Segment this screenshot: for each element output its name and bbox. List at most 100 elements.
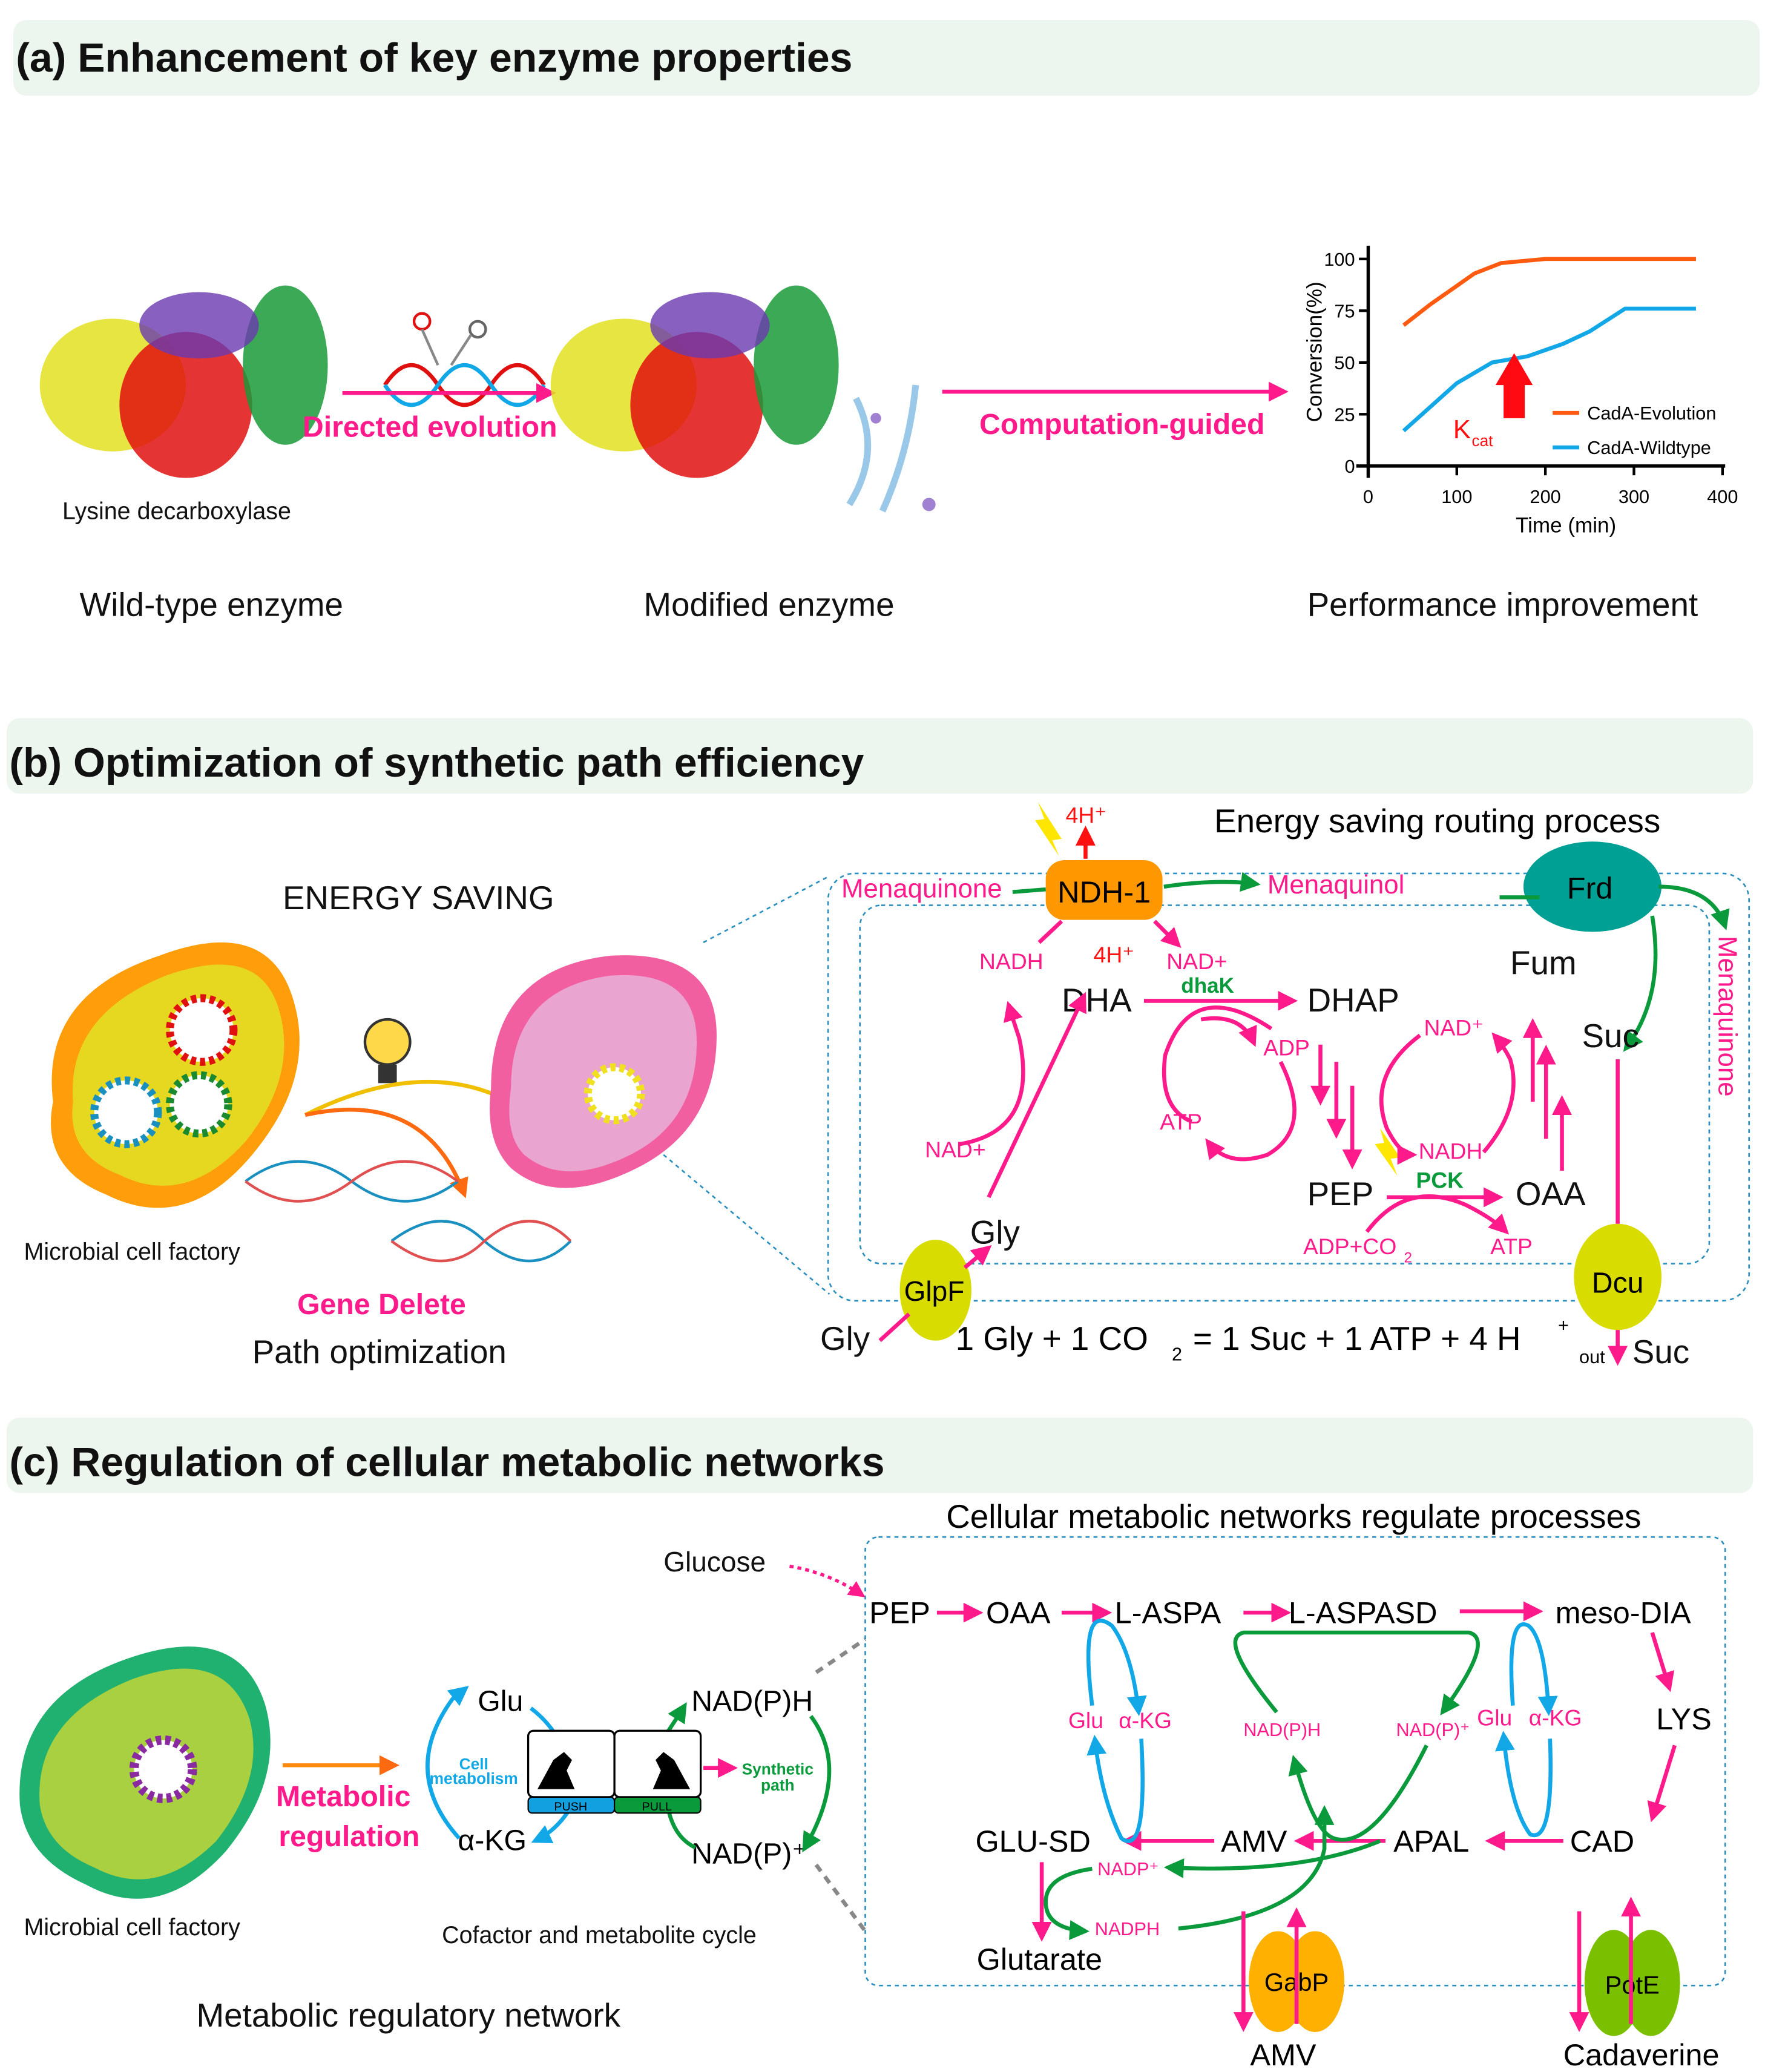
glpf-transporter [899,1240,971,1341]
series-line-cada-evolution [1402,257,1696,327]
akg1-label: α-KG [1119,1708,1172,1733]
equation-superscript: + [1558,1314,1569,1335]
suc-out-node: Suc [1632,1333,1689,1370]
y-tick-label: 75 [1334,300,1355,321]
panel-a-title: (a) Enhancement of key enzyme properties [16,35,852,81]
amv-node: AMV [1221,1824,1287,1858]
network-nodes: PEP OAA L-ASPA L-ASPASD meso-DIA LYS CAD… [869,1596,1719,2072]
cycle-akg: α-KG [458,1824,527,1857]
cadaverine-node: Cadaverine [1563,2037,1720,2072]
legend-label: CadA-Evolution [1587,403,1716,424]
ndh-1-label: NDH-1 [1057,875,1151,909]
ndh-1-enzyme [1045,860,1163,920]
menaquinone-link [1012,887,1046,894]
equation-subscript: 2 [1172,1344,1182,1365]
y-tick-label: 100 [1324,249,1355,270]
metabolic-regulation-line2: regulation [278,1820,419,1853]
x-tick-label: 200 [1530,486,1561,507]
h-top-label: 4H⁺ [1066,803,1106,828]
atp-label: ATP [1160,1109,1202,1134]
lys-node: LYS [1656,1702,1712,1736]
cad-node: CAD [1570,1824,1634,1858]
pck-label: PCK [1416,1168,1464,1193]
push-label: PUSH [554,1800,587,1814]
nadph-label: NADPH [1095,1918,1160,1939]
kcat-increase-arrow [1495,353,1533,418]
arrow-menaquinol [1163,872,1261,892]
panel-c-title: (c) Regulation of cellular metabolic net… [9,1439,884,1485]
arrow-gly-dha [987,992,1086,1199]
gly-outer-node: Gly [820,1320,870,1357]
panel-b-header [6,718,1753,794]
panel-c-header [6,1417,1753,1493]
dhap-node: DHAP [1307,981,1399,1019]
glpf-label: GlpF [904,1275,965,1307]
akg2-label: α-KG [1529,1705,1582,1730]
x-tick-label: 300 [1619,486,1649,507]
cofactor-cycle: Glu α-KG NAD(P)H NAD(P)⁺ PUSH PULL Cell … [426,1685,832,1870]
frd-label: Frd [1567,871,1613,906]
network-title: Cellular metabolic networks regulate pro… [946,1498,1641,1535]
mesodia-node: meso-DIA [1556,1596,1691,1630]
equation-part1: 1 Gly + 1 CO [956,1320,1148,1357]
arrow-fum-to-suc [1623,915,1658,1052]
pull-label: PULL [642,1800,672,1814]
amv-out-node: AMV [1250,2037,1316,2072]
x-tick-label: 400 [1707,486,1738,507]
x-axis-label: Time (min) [1516,513,1616,537]
gabp-right [1286,1931,1344,2032]
menaquinone-right-label: Menaquinone [1712,936,1742,1097]
energy-saving-label: ENERGY SAVING [283,879,554,916]
cell-metabolism-line2: metabolism [430,1769,518,1788]
cycle-caption: Cofactor and metabolite cycle [442,1922,757,1949]
series-line-cada-wildtype [1402,306,1696,433]
glucose-node: Glucose [663,1546,766,1577]
y-tick-label: 0 [1344,456,1355,477]
menaquinone-left-label: Menaquinone [841,873,1002,903]
lightning-icon-pck [1375,1128,1401,1176]
zoom-line-c-top [815,1637,867,1674]
kcat-label: K [1453,415,1471,444]
optimized-cell-illustration [490,955,717,1188]
arrow-menaquinone-right [1658,884,1730,930]
arrow-to-gene-delete [304,1107,468,1199]
gly-inner-node: Gly [970,1214,1021,1251]
cycle-glu: Glu [478,1685,523,1717]
nadh-top-label: NADH [979,949,1044,974]
legend-label: CadA-Wildtype [1587,437,1711,458]
protein-label: Lysine decarboxylase [62,498,291,525]
caption-wild-type: Wild-type enzyme [80,586,343,623]
glutarate-node: Glutarate [977,1942,1102,1976]
lightbulb-icon [363,1018,412,1084]
lightning-icon [1035,801,1062,857]
laspa-node: L-ASPA [1115,1596,1221,1630]
caption-performance: Performance improvement [1307,586,1698,623]
y-tick-label: 25 [1334,404,1355,425]
nadp-mid-label: NAD(P)⁺ [1396,1719,1470,1740]
panel-b: (b) Optimization of synthetic path effic… [6,718,1753,1370]
adp-co2-label: ADP+CO [1303,1234,1396,1259]
co2-subscript: 2 [1404,1249,1412,1266]
pep-node: PEP [1307,1175,1374,1212]
panel-b-title: (b) Optimization of synthetic path effic… [9,740,864,786]
cell-factory-c-label: Microbial cell factory [24,1914,240,1941]
caption-modified: Modified enzyme [643,586,894,623]
pep-c-node: PEP [869,1596,930,1630]
gene-delete-label: Gene Delete [297,1288,466,1321]
inner-membrane [859,904,1711,1265]
frd-enzyme [1523,841,1661,932]
routing-title: Energy saving routing process [1214,802,1660,840]
synthetic-path-line1: Synthetic [742,1760,813,1778]
glu1-label: Glu [1068,1708,1103,1733]
zoom-line-top [703,875,830,944]
out-label: out [1579,1346,1605,1367]
computation-guided-label: Computation-guided [979,408,1264,441]
nad-plus-label: NAD⁺ [1424,1015,1484,1040]
nad-left-label: NAD+ [925,1137,985,1162]
cell-factory-illustration [51,942,300,1208]
synthetic-path-line2: path [761,1776,795,1794]
adp-label: ADP [1263,1034,1310,1060]
dna-icon [245,1160,572,1263]
panel-a: (a) Enhancement of key enzyme properties… [13,20,1760,623]
